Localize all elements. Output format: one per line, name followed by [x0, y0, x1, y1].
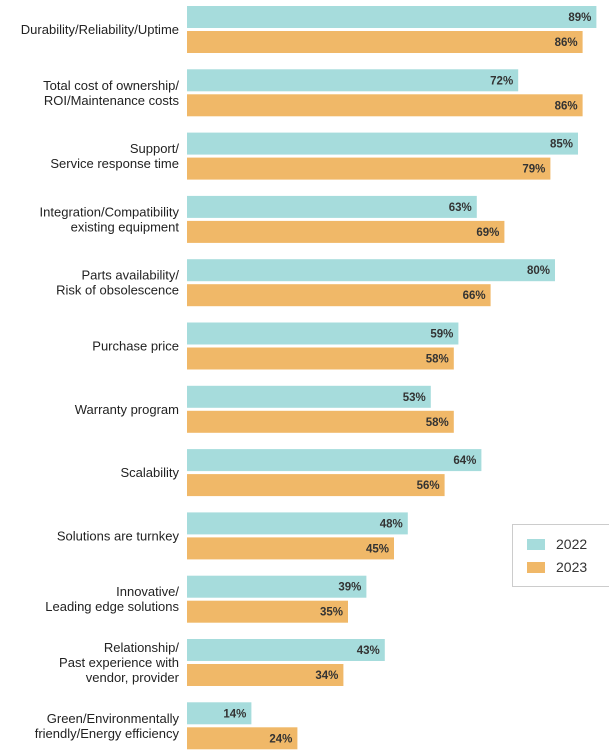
data-label: 48% [380, 518, 403, 530]
category-label: Leading edge solutions [45, 599, 179, 614]
data-label: 56% [417, 480, 440, 492]
data-label: 53% [403, 392, 426, 404]
bar-2022 [187, 702, 252, 725]
bar-2023 [187, 410, 454, 433]
category-label: vendor, provider [86, 670, 180, 685]
data-label: 24% [269, 733, 292, 745]
data-label: 58% [426, 417, 449, 429]
category-label: Relationship/ [104, 640, 180, 655]
data-label: 14% [223, 708, 246, 720]
bar-2022 [187, 195, 477, 218]
category-label: Total cost of ownership/ [43, 78, 179, 93]
data-label: 72% [490, 75, 513, 87]
category-label: Durability/Reliability/Uptime [21, 22, 179, 37]
data-label: 35% [320, 607, 343, 619]
data-label: 89% [568, 12, 591, 24]
data-label: 39% [338, 582, 361, 594]
category-label: Support/ [130, 141, 180, 156]
data-label: 79% [522, 164, 545, 176]
category-label: Warranty program [75, 402, 179, 417]
data-label: 69% [476, 227, 499, 239]
bar-2023 [187, 31, 583, 53]
data-label: 86% [555, 100, 578, 112]
category-label: Integration/Compatibility [40, 204, 180, 219]
bar-2022 [187, 69, 519, 92]
category-label: friendly/Energy efficiency [35, 726, 180, 741]
data-label: 80% [527, 265, 550, 277]
bar-2022 [187, 385, 431, 408]
category-label: Past experience with [59, 655, 179, 670]
category-label: Risk of obsolescence [56, 283, 179, 298]
bar-2022 [187, 322, 459, 345]
category-label: Purchase price [92, 339, 179, 354]
data-label: 43% [357, 645, 380, 657]
legend-label: 2023 [556, 559, 587, 575]
legend-label: 2022 [556, 536, 587, 552]
bar-2022 [187, 639, 385, 661]
bar-2023 [187, 474, 445, 497]
bar-2022 [187, 449, 482, 472]
bar-2023 [187, 664, 344, 686]
bar-2022 [187, 575, 367, 598]
data-label: 45% [366, 543, 389, 555]
data-label: 85% [550, 139, 573, 151]
data-label: 66% [463, 290, 486, 302]
bar-2023 [187, 600, 348, 623]
legend-swatch-2023 [527, 562, 545, 573]
data-label: 58% [426, 354, 449, 366]
bar-2022 [187, 6, 597, 28]
bar-2023 [187, 284, 491, 307]
category-label: Scalability [120, 465, 179, 480]
bar-2022 [187, 132, 578, 155]
bar-2022 [187, 259, 555, 282]
bar-2023 [187, 537, 394, 560]
data-label: 64% [453, 455, 476, 467]
bar-2023 [187, 94, 583, 117]
category-label: Solutions are turnkey [57, 528, 180, 543]
legend-box [512, 524, 609, 587]
bar-2023 [187, 157, 551, 180]
data-label: 86% [555, 37, 578, 49]
category-label: ROI/Maintenance costs [44, 93, 180, 108]
data-label: 63% [449, 202, 472, 214]
category-label: Parts availability/ [81, 268, 179, 283]
data-label: 59% [430, 329, 453, 341]
legend-swatch-2022 [527, 539, 545, 550]
category-label: Innovative/ [116, 584, 179, 599]
bar-2022 [187, 512, 408, 535]
category-label: existing equipment [71, 219, 180, 234]
category-label: Service response time [50, 156, 179, 171]
bar-2023 [187, 727, 298, 750]
category-label: Green/Environmentally [47, 711, 180, 726]
data-label: 34% [315, 670, 338, 682]
bar-2023 [187, 220, 505, 243]
bar-2023 [187, 347, 454, 370]
